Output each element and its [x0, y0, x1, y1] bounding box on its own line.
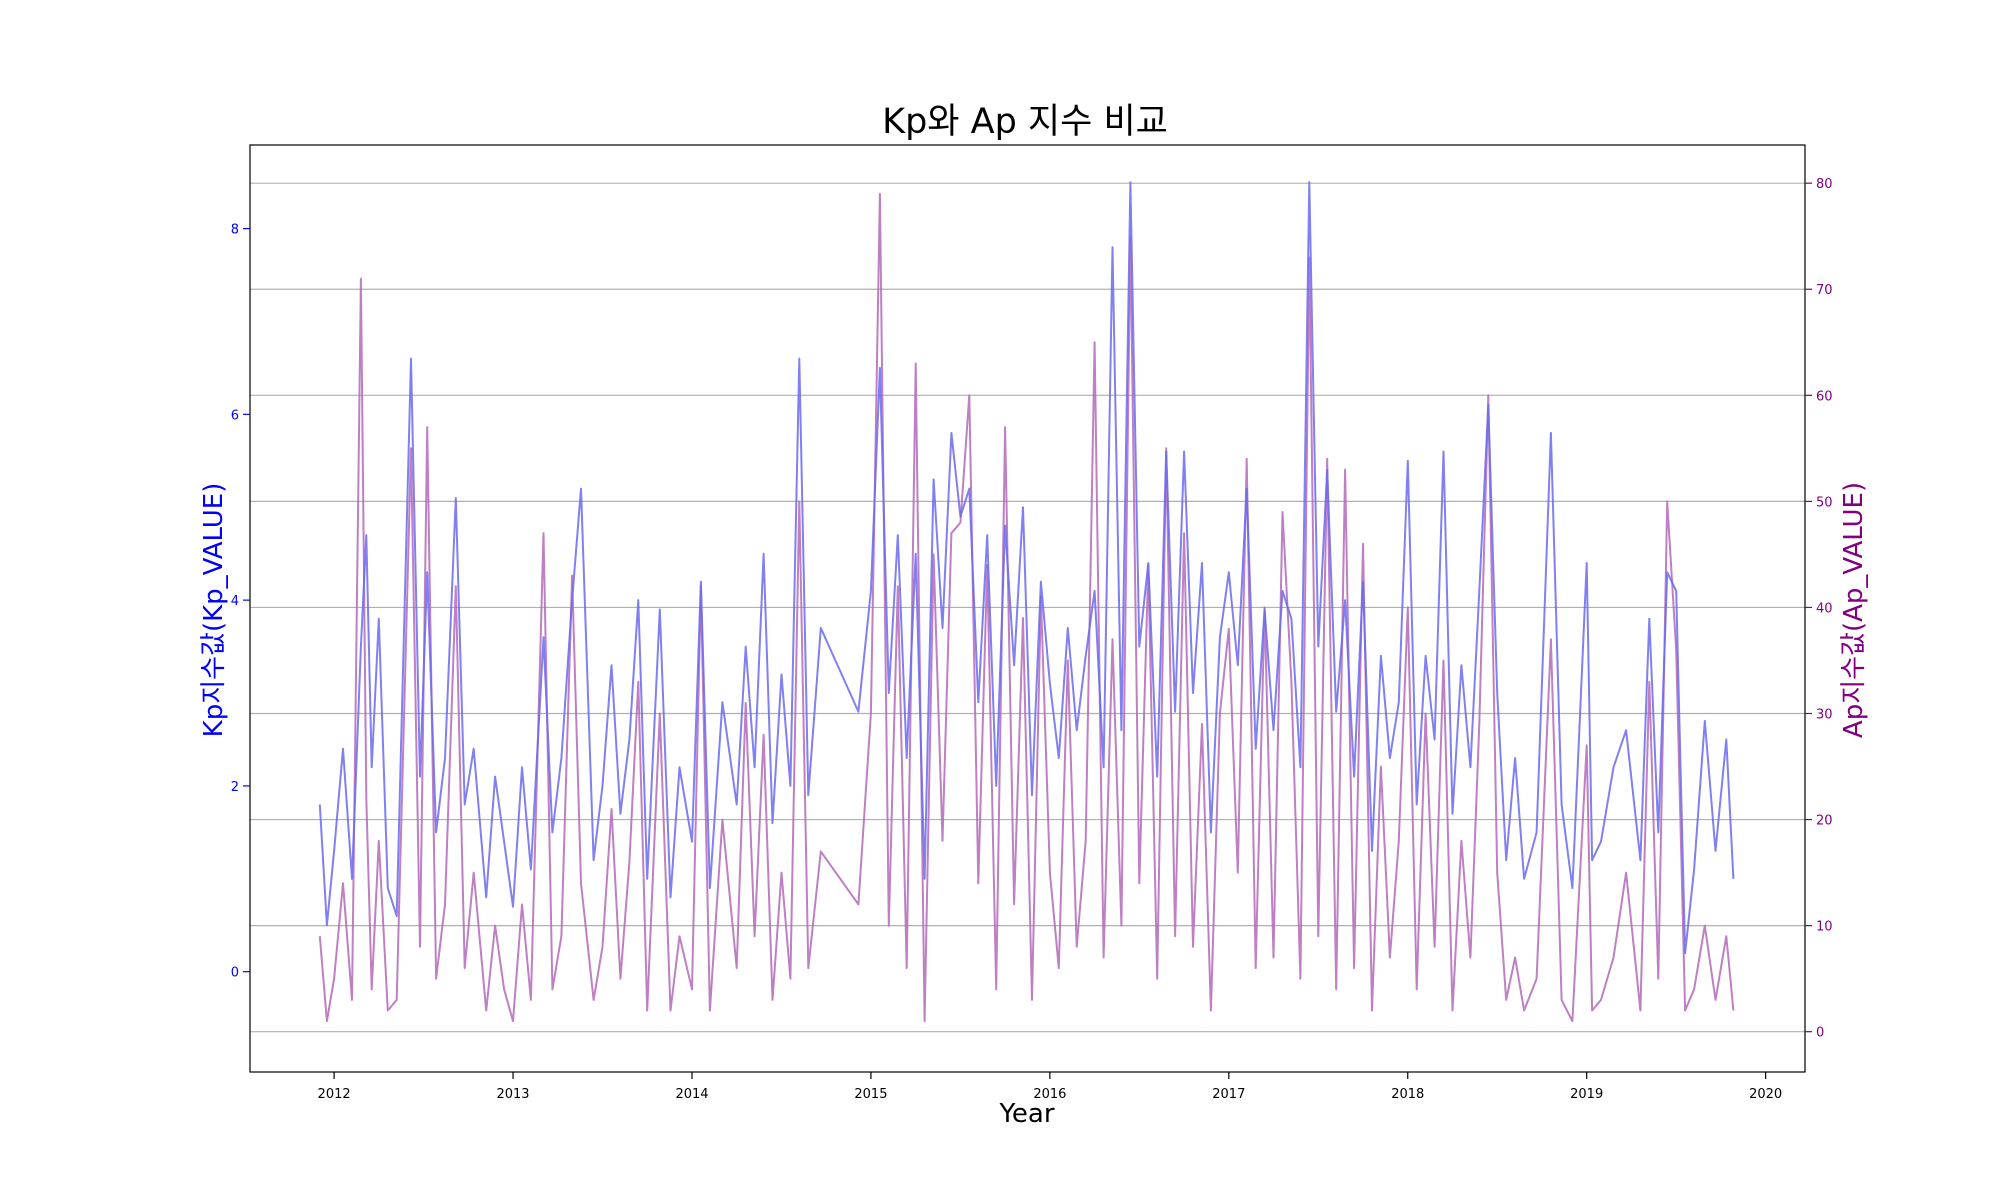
y-left-tick-label: 4: [231, 594, 239, 609]
x-tick-label: 2019: [1570, 1087, 1603, 1102]
y-axis-left: 0 2 4 6 8: [231, 223, 250, 981]
y-right-tick-label: 40: [1816, 601, 1833, 616]
y-right-tick-label: 20: [1816, 814, 1833, 829]
y-right-tick-label: 60: [1816, 389, 1833, 404]
x-tick-label: 2020: [1749, 1087, 1782, 1102]
x-tick-label: 2015: [854, 1087, 887, 1102]
kp-series-line: [318, 181, 1735, 955]
series-layer: [318, 181, 1735, 1023]
x-axis-label: Year: [998, 1099, 1054, 1129]
x-tick-label: 2017: [1212, 1087, 1245, 1102]
x-tick-label: 2012: [318, 1087, 351, 1102]
y-axis-right: 0 10 20 30 40 50 60 70 80: [1805, 177, 1833, 1041]
chart-title: Kp와 Ap 지수 비교: [882, 102, 1168, 142]
x-tick-label: 2013: [496, 1087, 529, 1102]
y-left-tick-label: 6: [231, 408, 239, 423]
plot-frame: [249, 144, 1806, 1073]
x-tick-label: 2018: [1391, 1087, 1424, 1102]
x-axis: 2012 2013 2014 2015 2016 2017 2018 2019 2020: [318, 1072, 1782, 1102]
y-right-tick-label: 10: [1816, 920, 1833, 935]
y-axis-left-label: Kp지수값(Kp_VALUE): [199, 483, 229, 738]
y-left-tick-label: 2: [231, 780, 239, 795]
x-tick-label: 2014: [675, 1087, 708, 1102]
y-right-tick-label: 80: [1816, 177, 1833, 192]
grid-lines: [250, 182, 1805, 1033]
y-right-tick-label: 30: [1816, 708, 1833, 723]
x-tick-label: 2016: [1033, 1087, 1066, 1102]
y-left-tick-label: 0: [231, 966, 239, 981]
y-right-tick-label: 50: [1816, 495, 1833, 510]
y-left-tick-label: 8: [231, 223, 239, 238]
y-axis-right-label: Ap지수값(Ap_VALUE): [1839, 482, 1869, 738]
y-right-tick-label: 0: [1816, 1026, 1824, 1041]
y-right-tick-label: 70: [1816, 283, 1833, 298]
